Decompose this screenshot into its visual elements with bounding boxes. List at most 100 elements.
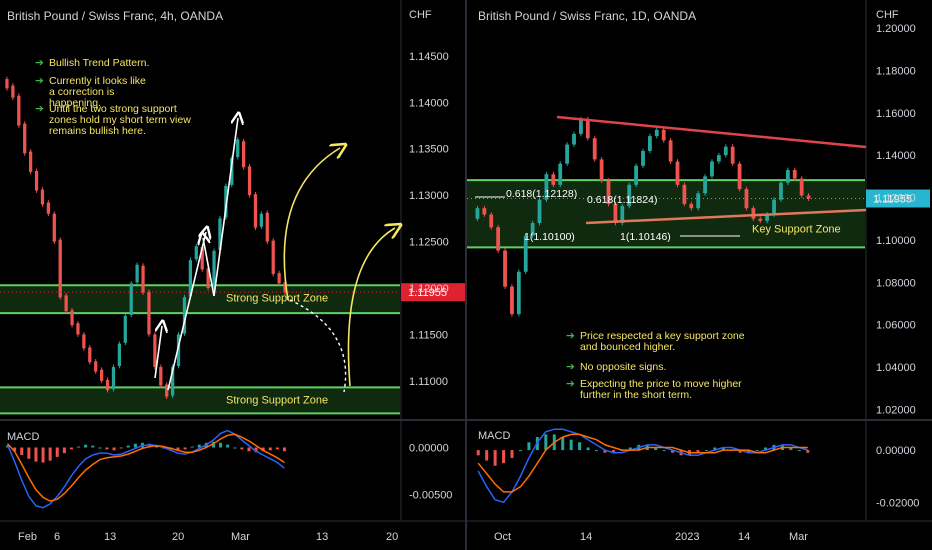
macd-histogram-bar (696, 450, 700, 453)
candle-body (606, 180, 611, 204)
candle-body (28, 151, 33, 172)
macd-histogram-bar (578, 442, 582, 451)
macd-line (477, 428, 809, 504)
candle-body (592, 138, 597, 160)
macd-y-tick-label: 0.00000 (409, 443, 449, 455)
support-zone (0, 387, 400, 414)
right-note-2: No opposite signs. (580, 361, 666, 373)
macd-signal-line (477, 433, 808, 493)
candle-body (703, 176, 707, 194)
macd-histogram-bar (518, 450, 522, 452)
macd-histogram-bar (510, 450, 514, 458)
left-note-3: Until the two strong support zones hold m… (49, 103, 191, 137)
candle-body (23, 123, 27, 154)
macd-histogram-bar (476, 450, 480, 456)
candle-body (141, 265, 145, 293)
candle-body (523, 235, 528, 272)
candle-body (259, 213, 264, 227)
x-tick-label: Mar (231, 531, 250, 543)
macd-histogram-bar (126, 445, 130, 448)
candle-body (689, 203, 694, 209)
macd-histogram-bar (77, 446, 81, 448)
fibonacci-label: 1(1.10146) (620, 231, 671, 243)
candle-body (799, 178, 804, 196)
candle-body (111, 366, 116, 390)
macd-histogram-bar (713, 447, 717, 451)
macd-histogram-bar (662, 450, 666, 452)
right-currency-label: CHF (876, 9, 899, 21)
x-tick-label: 13 (316, 531, 328, 543)
macd-histogram-bar (27, 447, 31, 459)
macd-histogram-bar (247, 447, 251, 452)
candle-body (599, 159, 604, 181)
macd-histogram-bar (282, 447, 286, 452)
support-trendline (585, 208, 867, 225)
candle-body (94, 361, 98, 372)
x-tick-label: Oct (494, 531, 511, 543)
trend-arrow (154, 326, 162, 379)
candle-body (572, 133, 576, 145)
macd-histogram-bar (183, 447, 187, 450)
candle-body (565, 144, 570, 164)
macd-histogram-bar (148, 443, 152, 448)
left-chart-title: British Pound / Swiss Franc, 4h, OANDA (7, 9, 223, 23)
candle-body (64, 295, 68, 312)
macd-histogram-bar (133, 443, 137, 448)
dashed-path (289, 299, 347, 393)
left-panel-bg (0, 0, 466, 550)
macd-histogram-bar (13, 447, 17, 452)
x-tick-label: 2023 (675, 531, 699, 543)
macd-histogram-bar (268, 447, 272, 451)
y-tick-label: 1.18000 (876, 65, 916, 77)
y-tick-label: 1.13000 (409, 190, 449, 202)
candle-body (170, 366, 175, 396)
macd-histogram-bar (41, 447, 45, 463)
macd-histogram-bar (84, 444, 88, 448)
y-tick-label: 1.12000 (876, 193, 916, 205)
candle-body (537, 199, 542, 223)
macd-histogram-bar (603, 450, 607, 453)
y-tick-label: 1.20000 (876, 23, 916, 35)
candle-body (489, 214, 494, 228)
macd-histogram-bar (628, 447, 632, 451)
macd-y-tick-label: -0.02000 (876, 497, 919, 509)
candle-body (212, 250, 216, 288)
note-arrow-icon: ➔ (35, 57, 44, 69)
candle-body (675, 161, 680, 185)
y-tick-label: 1.12000 (409, 283, 449, 295)
fibonacci-label: 0.618(1.11824) (587, 194, 657, 206)
macd-histogram-bar (119, 447, 123, 449)
note-arrow-icon: ➔ (35, 103, 44, 115)
macd-histogram-bar (69, 447, 73, 450)
x-tick-label: Feb (18, 531, 37, 543)
candle-body (648, 136, 652, 151)
macd-histogram-bar (254, 447, 258, 453)
candle-body (5, 79, 9, 89)
macd-histogram-bar (219, 442, 223, 448)
y-tick-label: 1.08000 (876, 277, 916, 289)
candle-body (271, 240, 275, 275)
candle-body (105, 379, 110, 391)
macd-histogram-bar (595, 450, 599, 452)
candle-body (792, 170, 797, 179)
candle-body (585, 119, 590, 139)
macd-histogram-bar (806, 450, 810, 453)
trend-arrow (203, 238, 215, 297)
y-tick-label: 1.10000 (876, 235, 916, 247)
candle-body (613, 203, 618, 223)
zone-label: Strong Support Zone (226, 394, 328, 406)
macd-histogram-bar (112, 447, 116, 451)
candle-body (265, 212, 269, 242)
candle-body (241, 141, 246, 168)
candle-body (182, 297, 187, 334)
candle-body (82, 334, 86, 349)
macd-histogram-bar (275, 447, 279, 450)
candle-body (135, 264, 139, 283)
candle-body (516, 271, 521, 315)
macd-histogram-bar (789, 447, 793, 451)
macd-histogram-bar (233, 447, 237, 449)
price-badge (866, 189, 930, 208)
right-note-3: Expecting the price to move higher furthe… (580, 378, 742, 401)
macd-histogram-bar (261, 447, 265, 452)
macd-histogram-bar (654, 447, 658, 451)
